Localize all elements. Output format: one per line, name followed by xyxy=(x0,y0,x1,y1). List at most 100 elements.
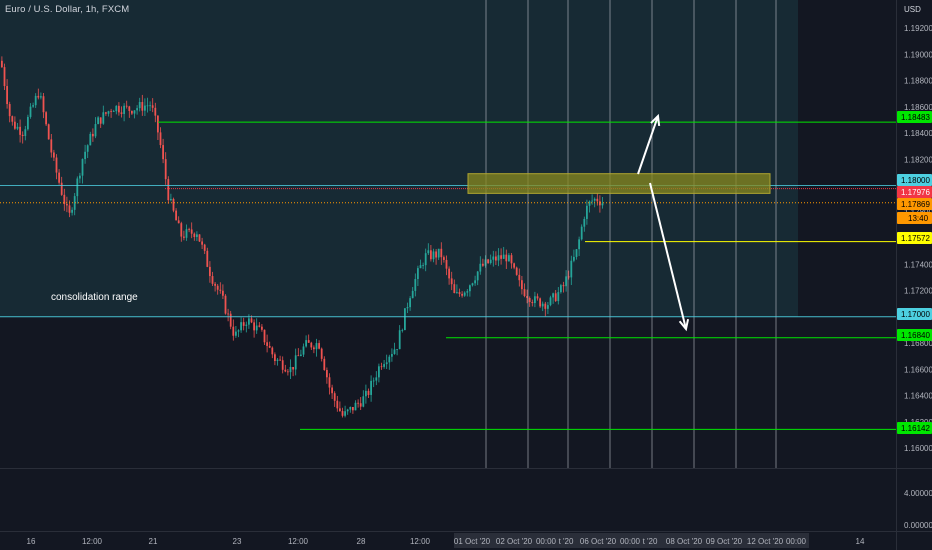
candle-down xyxy=(487,259,489,264)
price-badge[interactable] xyxy=(897,308,932,320)
candle-up xyxy=(138,102,141,109)
candle-down xyxy=(430,250,432,260)
up-arrow[interactable] xyxy=(637,115,659,175)
candle-down xyxy=(336,400,339,409)
price-tick-label: 1.18200 xyxy=(904,155,932,164)
candle-up xyxy=(354,402,357,411)
candle-up xyxy=(32,105,34,107)
candle-up xyxy=(305,340,307,347)
price-badge-label: 1.17572 xyxy=(901,234,930,243)
candle-down xyxy=(341,411,344,416)
candle-up xyxy=(541,303,544,307)
price-tick-label: 1.16800 xyxy=(904,339,932,348)
candle-up xyxy=(580,226,583,240)
candle-down xyxy=(271,347,274,355)
candle-down xyxy=(307,340,310,343)
candle-down xyxy=(58,172,60,183)
price-badge[interactable] xyxy=(897,232,932,244)
candle-up xyxy=(583,218,586,227)
candle-down xyxy=(326,370,328,378)
candle-down xyxy=(55,157,58,173)
candle-down xyxy=(281,360,284,370)
price-badge[interactable] xyxy=(897,111,932,123)
candle-down xyxy=(380,366,383,368)
candle-up xyxy=(235,331,237,336)
price-badge[interactable] xyxy=(897,329,932,341)
price-badge-label: 1.17000 xyxy=(901,310,930,319)
candle-up xyxy=(396,349,398,350)
candle-down xyxy=(206,250,209,267)
candle-up xyxy=(276,359,279,362)
price-badge-label: 1.16142 xyxy=(901,424,930,433)
candle-down xyxy=(339,408,341,412)
future-time-range[interactable] xyxy=(454,533,809,548)
volume-tick-label: 4.00000 xyxy=(904,489,932,498)
candle-down xyxy=(359,403,362,407)
candle-up xyxy=(315,343,318,350)
candle-up xyxy=(144,105,146,111)
candle-up xyxy=(378,366,380,378)
candle-down xyxy=(367,390,370,395)
candle-down xyxy=(19,126,21,135)
candle-up xyxy=(489,259,492,264)
time-tick-label: t '20 xyxy=(559,537,574,546)
price-badge-label: 1.17869 xyxy=(901,200,930,209)
price-badge[interactable] xyxy=(897,212,932,224)
candle-down xyxy=(128,106,131,111)
candle-down xyxy=(99,117,102,124)
candle-down xyxy=(209,266,211,277)
candle-down xyxy=(198,234,201,242)
candle-down xyxy=(261,326,263,330)
candle-up xyxy=(248,318,250,325)
candle-up xyxy=(146,105,149,107)
candle-down xyxy=(167,179,170,201)
candle-down xyxy=(66,204,68,206)
up-arrow-head xyxy=(650,113,661,127)
price-badge[interactable] xyxy=(897,174,932,186)
candle-down xyxy=(443,257,445,260)
candle-up xyxy=(547,305,549,309)
candle-up xyxy=(508,255,510,262)
symbol-title[interactable]: Euro / U.S. Dollar, 1h, FXCM xyxy=(5,4,130,15)
candle-down xyxy=(141,102,144,111)
candle-down xyxy=(162,145,164,160)
consolidation-range-box[interactable] xyxy=(0,0,798,317)
candle-down xyxy=(8,104,11,117)
candle-up xyxy=(362,396,365,407)
candle-down xyxy=(37,95,40,98)
candle-up xyxy=(245,324,248,326)
candle-down xyxy=(190,229,193,234)
candle-down xyxy=(435,251,437,258)
candle-down xyxy=(596,198,599,202)
candle-down xyxy=(250,318,253,323)
candle-down xyxy=(528,298,531,302)
candle-down xyxy=(201,241,203,245)
candle-down xyxy=(47,124,50,140)
candle-down xyxy=(1,60,3,68)
candle-down xyxy=(518,274,521,281)
price-badge[interactable] xyxy=(897,186,932,198)
price-tick-label: 1.17200 xyxy=(904,287,932,296)
annotation-text[interactable]: consolidation range xyxy=(51,292,138,303)
candle-down xyxy=(279,359,281,361)
candle-down xyxy=(3,67,6,87)
candle-down xyxy=(292,366,294,370)
time-tick-label: 28 xyxy=(357,537,366,546)
price-tick-label: 1.19200 xyxy=(904,24,932,33)
time-tick-label: 08 Oct '20 xyxy=(666,537,703,546)
candle-down xyxy=(450,278,453,285)
candle-down xyxy=(297,355,300,357)
price-badge[interactable] xyxy=(897,422,932,434)
resistance-zone[interactable] xyxy=(467,173,771,194)
price-badge[interactable] xyxy=(897,198,932,210)
candle-down xyxy=(45,112,47,125)
down-arrow[interactable] xyxy=(649,182,687,330)
candle-down xyxy=(214,283,216,286)
currency-label[interactable]: USD xyxy=(904,5,921,14)
candle-down xyxy=(266,342,268,346)
candle-down xyxy=(232,326,235,336)
candle-down xyxy=(567,276,570,278)
candle-down xyxy=(521,280,523,290)
